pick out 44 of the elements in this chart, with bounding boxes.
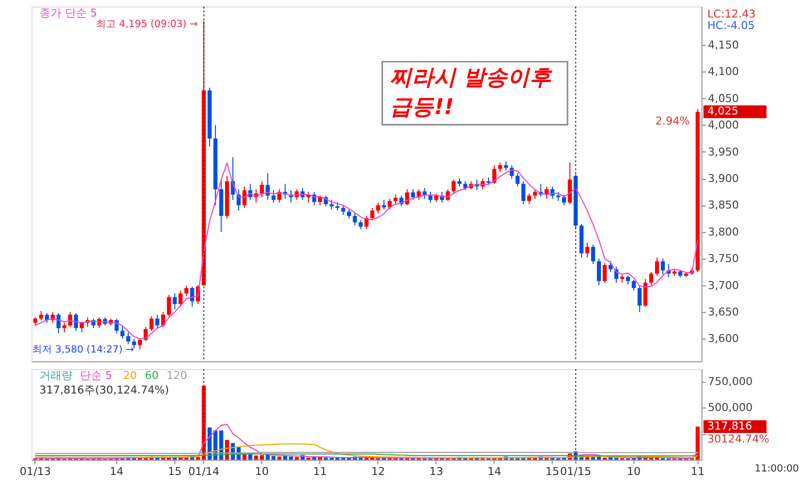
x-tick-label: 11 <box>690 465 705 478</box>
chart-title: 거래량 <box>39 368 72 382</box>
text: 4,025 <box>707 104 738 118</box>
y-tick-label: 500,000 <box>708 401 753 414</box>
text: 120 <box>166 368 188 382</box>
y-tick-label: 4,100 <box>708 65 739 78</box>
x-tick-label: 10 <box>255 465 269 478</box>
y-tick-label: 3,800 <box>708 225 739 238</box>
text: 단순 5 <box>80 368 112 382</box>
y-tick-label: 4,050 <box>708 92 739 105</box>
x-tick-label: 01/15 <box>560 465 592 478</box>
x-tick-label: 13 <box>429 465 444 478</box>
x-tick-label: 01/14 <box>188 465 220 478</box>
y-tick-label: 3,900 <box>708 172 739 185</box>
x-tick-label: 12 <box>371 465 386 478</box>
y-tick-label: 3,700 <box>708 278 739 292</box>
x-tick-label: 14 <box>110 465 124 478</box>
y-tick-label: 3,750 <box>708 252 739 266</box>
annotation: 317,816주(30,124.74%) <box>39 384 170 397</box>
y-tick-label: 3,950 <box>708 145 739 158</box>
annotation: 최저 3,580 (14:27) → <box>32 344 134 356</box>
annotation: 2.94% <box>655 114 690 128</box>
annotation: 최고 4,195 (09:03) → <box>96 18 198 30</box>
text: 20 <box>123 368 138 382</box>
text: LC:12.43 <box>707 7 756 20</box>
x-tick-label: 15 <box>168 465 182 478</box>
x-tick-label: 15 <box>546 465 560 478</box>
text: 60 <box>144 368 159 382</box>
x-tick-label: 10 <box>626 465 641 478</box>
y-tick-label: 4,000 <box>708 118 739 132</box>
text: 종가 단순 5 <box>39 6 98 20</box>
text: 11:00:00 <box>754 464 799 475</box>
text: 30124.74% <box>707 432 770 446</box>
y-tick-label: 3,600 <box>708 332 739 346</box>
y-tick-label: 750,000 <box>708 375 753 388</box>
y-tick-label: 4,150 <box>708 38 739 52</box>
annotation: 찌라시 발송이후 급등!! <box>390 65 553 120</box>
y-tick-label: 3,650 <box>708 306 739 319</box>
text: 317,816 <box>707 420 752 433</box>
y-tick-label: 3,850 <box>708 198 739 212</box>
text: HC:-4.05 <box>707 19 755 32</box>
x-tick-label: 11 <box>313 465 327 478</box>
x-tick-label: 14 <box>487 465 502 478</box>
x-tick-label: 01/13 <box>20 465 52 478</box>
